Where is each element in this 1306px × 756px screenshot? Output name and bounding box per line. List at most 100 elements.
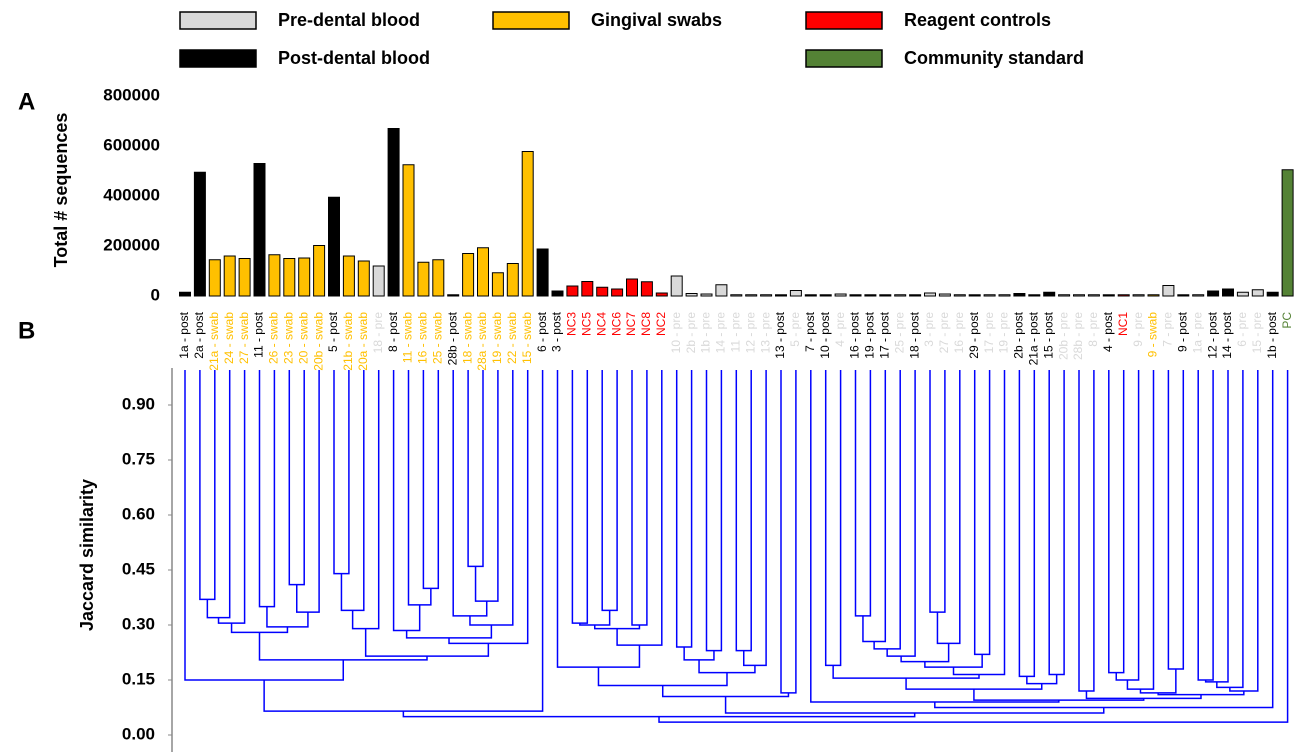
bar: [640, 281, 653, 297]
x-tick-label: 19 - post: [863, 311, 877, 358]
x-tick-label: 6 - post: [535, 311, 549, 352]
x-tick-label: NC6: [609, 312, 623, 336]
bar: [745, 294, 758, 297]
bar: [894, 294, 907, 297]
x-tick-label: 20b - pre: [1056, 312, 1070, 360]
dendrogram-link: [973, 370, 991, 656]
bar: [1251, 289, 1264, 297]
bar: [864, 294, 877, 297]
x-tick-label: 10 - post: [818, 311, 832, 358]
x-tick-label: 20 - swab: [296, 312, 310, 364]
x-tick-label: 5 - pre: [788, 312, 802, 347]
x-tick-label: 28b - post: [445, 311, 459, 365]
x-tick-label: 15 - post: [1041, 311, 1055, 358]
dendrogram-link: [854, 370, 872, 617]
dendrogram-link: [780, 370, 797, 694]
x-tick-label: 9 - pre: [1131, 312, 1145, 347]
dendrogram-link: [900, 643, 950, 663]
bar: [1013, 293, 1026, 297]
y-tick-label: 0.00: [122, 724, 155, 743]
x-tick-label: 2b - pre: [684, 312, 698, 354]
dendrogram-link: [405, 625, 493, 639]
x-tick-label: NC4: [594, 312, 608, 336]
bar: [1058, 294, 1071, 297]
dendrogram-link: [929, 370, 946, 613]
bar: [581, 281, 594, 297]
bar: [715, 284, 728, 297]
dendrogram-link: [217, 370, 246, 624]
bar: [268, 254, 281, 297]
y-tick-label: 0.60: [122, 504, 155, 523]
dendrogram-link: [824, 370, 842, 667]
bar: [551, 290, 564, 297]
panel-label: A: [18, 88, 35, 115]
dendrogram-link: [743, 370, 767, 667]
x-tick-label: 12 - post: [1205, 311, 1219, 358]
bar: [819, 294, 832, 297]
dendrogram-link: [1048, 370, 1065, 676]
bar: [938, 293, 951, 297]
dendrogram-link: [469, 370, 514, 626]
dendrogram-link: [886, 370, 916, 657]
bar: [700, 293, 713, 297]
bar: [193, 171, 206, 297]
bar: [1087, 294, 1100, 297]
x-tick-label: 25 - swab: [430, 312, 444, 364]
legend-swatch: [179, 49, 257, 68]
dendrogram-link: [810, 370, 1060, 703]
y-tick-label: 0.90: [122, 394, 155, 413]
x-tick-label: 13 - pre: [758, 312, 772, 354]
x-tick-label: 16 - pre: [952, 312, 966, 354]
x-tick-label: 3 - post: [550, 311, 564, 352]
bar: [1177, 294, 1190, 297]
dendrogram-link: [873, 370, 901, 650]
x-tick-label: 20a - swab: [356, 312, 370, 371]
x-tick-label: NC1: [1116, 312, 1130, 336]
dendrogram-link: [199, 370, 216, 601]
bar: [223, 255, 236, 297]
dendrogram-link: [616, 370, 663, 646]
bar: [447, 294, 460, 297]
y-tick-label: 800000: [103, 85, 160, 104]
y-axis-label: Jaccard similarity: [77, 479, 97, 631]
y-tick-label: 0: [151, 285, 160, 304]
x-tick-label: 9 - post: [1175, 311, 1189, 352]
bar: [328, 196, 340, 297]
dendrogram-link: [206, 370, 231, 619]
x-tick-label: 17 - post: [877, 311, 891, 358]
bar: [432, 259, 445, 297]
bar: [1162, 285, 1175, 297]
x-tick-label: 4 - post: [1101, 311, 1115, 352]
dendrogram-link: [467, 370, 484, 568]
x-tick-label: NC8: [639, 312, 653, 336]
x-tick-label: 20b - swab: [311, 312, 325, 371]
dendrogram-link: [392, 370, 421, 632]
x-tick-label: 8 - pre: [1086, 312, 1100, 347]
bar: [626, 278, 638, 297]
bar: [417, 261, 430, 297]
dendrogram-link: [631, 370, 648, 626]
bar: [1192, 294, 1205, 297]
dendrogram-link: [1115, 370, 1140, 681]
x-tick-label: NC7: [624, 312, 638, 336]
x-tick-label: 14 - post: [1220, 311, 1234, 358]
bar: [998, 294, 1011, 297]
x-tick-label: 11 - post: [252, 311, 266, 357]
bar: [1236, 291, 1249, 297]
x-tick-label: 21a - post: [1026, 311, 1040, 365]
bar: [596, 286, 609, 297]
x-tick-label: 3 - pre: [922, 312, 936, 347]
bar: [372, 265, 385, 297]
x-tick-label: 21a - swab: [207, 312, 221, 371]
bar: [491, 272, 504, 297]
y-tick-label: 600000: [103, 135, 160, 154]
dendrogram-link: [658, 370, 1289, 723]
bar: [402, 164, 415, 297]
x-tick-label: 5 - post: [326, 311, 340, 352]
bar: [1117, 294, 1130, 297]
x-tick-label: 29 - post: [967, 311, 981, 358]
dendrogram-link: [1126, 370, 1155, 690]
x-tick-label: 28a - swab: [475, 312, 489, 371]
x-tick-label: 15 - pre: [1250, 312, 1264, 354]
